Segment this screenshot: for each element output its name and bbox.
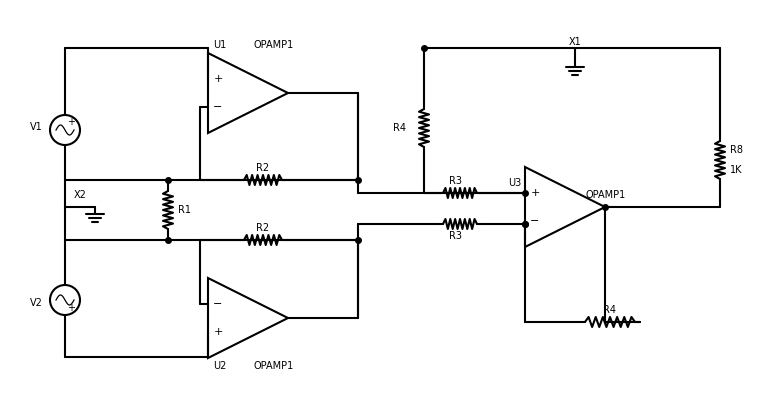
Text: R1: R1 (178, 205, 191, 215)
Text: +: + (67, 303, 75, 313)
Text: −: − (213, 299, 222, 309)
Text: R3: R3 (449, 176, 461, 186)
Text: X1: X1 (569, 37, 581, 47)
Text: OPAMP1: OPAMP1 (585, 190, 625, 200)
Text: U2: U2 (213, 361, 226, 371)
Text: V1: V1 (30, 122, 43, 132)
Text: +: + (213, 327, 222, 337)
Text: R8: R8 (730, 145, 743, 155)
Text: R2: R2 (257, 163, 270, 173)
Text: R2: R2 (257, 223, 270, 233)
Text: −: − (213, 102, 222, 112)
Text: R4: R4 (604, 305, 616, 315)
Text: U3: U3 (508, 178, 521, 188)
Text: R4: R4 (393, 123, 406, 133)
Text: OPAMP1: OPAMP1 (253, 361, 293, 371)
Text: +: + (67, 117, 75, 127)
Text: R3: R3 (449, 231, 461, 241)
Text: −: − (530, 216, 539, 226)
Text: 1K: 1K (730, 165, 742, 175)
Text: OPAMP1: OPAMP1 (253, 40, 293, 50)
Text: X2: X2 (74, 190, 87, 200)
Text: +: + (530, 188, 539, 198)
Text: +: + (213, 74, 222, 84)
Text: U1: U1 (213, 40, 226, 50)
Text: V2: V2 (30, 298, 43, 308)
